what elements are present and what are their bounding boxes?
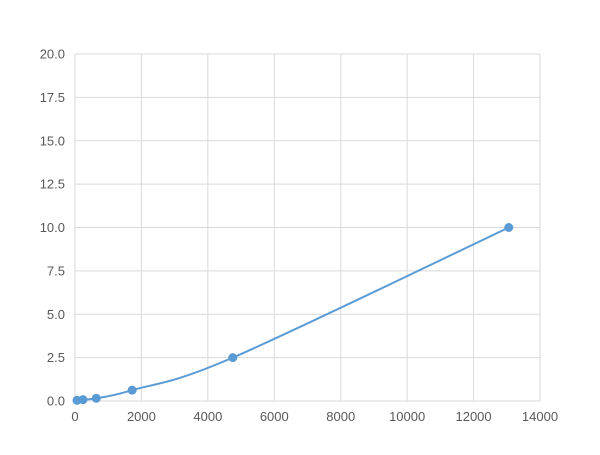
grid	[74, 53, 541, 402]
series-points	[72, 223, 514, 405]
data-point	[127, 385, 137, 395]
x-tick-label: 6000	[260, 409, 289, 424]
y-tick-label: 2.5	[47, 350, 65, 365]
y-axis-ticks: 0.0 2.5 5.0 7.5 10.0 12.5 15.0 17.5 20.0	[40, 47, 65, 409]
x-tick-label: 8000	[326, 409, 355, 424]
data-point	[78, 395, 88, 405]
y-tick-label: 10.0	[40, 220, 65, 235]
x-tick-label: 0	[71, 409, 78, 424]
y-tick-label: 5.0	[47, 307, 65, 322]
y-tick-label: 15.0	[40, 133, 65, 148]
x-tick-label: 10000	[389, 409, 425, 424]
x-tick-label: 12000	[455, 409, 491, 424]
data-point	[504, 223, 514, 232]
y-tick-label: 0.0	[47, 394, 65, 409]
y-tick-label: 7.5	[47, 263, 65, 278]
x-axis-ticks: 0 2000 4000 6000 8000 10000 12000 14000	[71, 409, 558, 424]
y-tick-label: 12.5	[40, 177, 65, 192]
x-tick-label: 14000	[522, 409, 558, 424]
x-tick-label: 2000	[127, 409, 156, 424]
x-tick-label: 4000	[193, 409, 222, 424]
y-tick-label: 17.5	[40, 90, 65, 105]
data-point	[228, 353, 238, 363]
y-tick-label: 20.0	[40, 47, 65, 62]
data-point	[91, 393, 101, 403]
